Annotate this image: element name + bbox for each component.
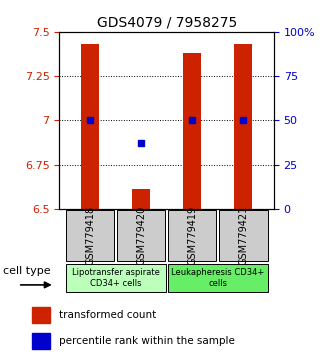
Text: Lipotransfer aspirate
CD34+ cells: Lipotransfer aspirate CD34+ cells [72,268,159,287]
Bar [32,307,50,323]
Text: percentile rank within the sample: percentile rank within the sample [59,336,235,346]
Bar [132,189,150,209]
Bar [219,210,268,261]
Bar [168,210,216,261]
Text: cell type: cell type [3,266,50,276]
Text: GSM779420: GSM779420 [136,206,146,265]
Bar [66,263,166,292]
Title: GDS4079 / 7958275: GDS4079 / 7958275 [97,15,237,29]
Bar [183,53,201,209]
Text: transformed count: transformed count [59,310,156,320]
Bar [234,44,252,209]
Text: GSM779418: GSM779418 [85,206,95,265]
Bar [66,210,114,261]
Text: GSM779421: GSM779421 [238,206,248,265]
Bar [117,210,165,261]
Bar [32,333,50,349]
Bar [81,44,99,209]
Text: Leukapheresis CD34+
cells: Leukapheresis CD34+ cells [171,268,264,287]
Text: GSM779419: GSM779419 [187,206,197,265]
Bar [168,263,268,292]
